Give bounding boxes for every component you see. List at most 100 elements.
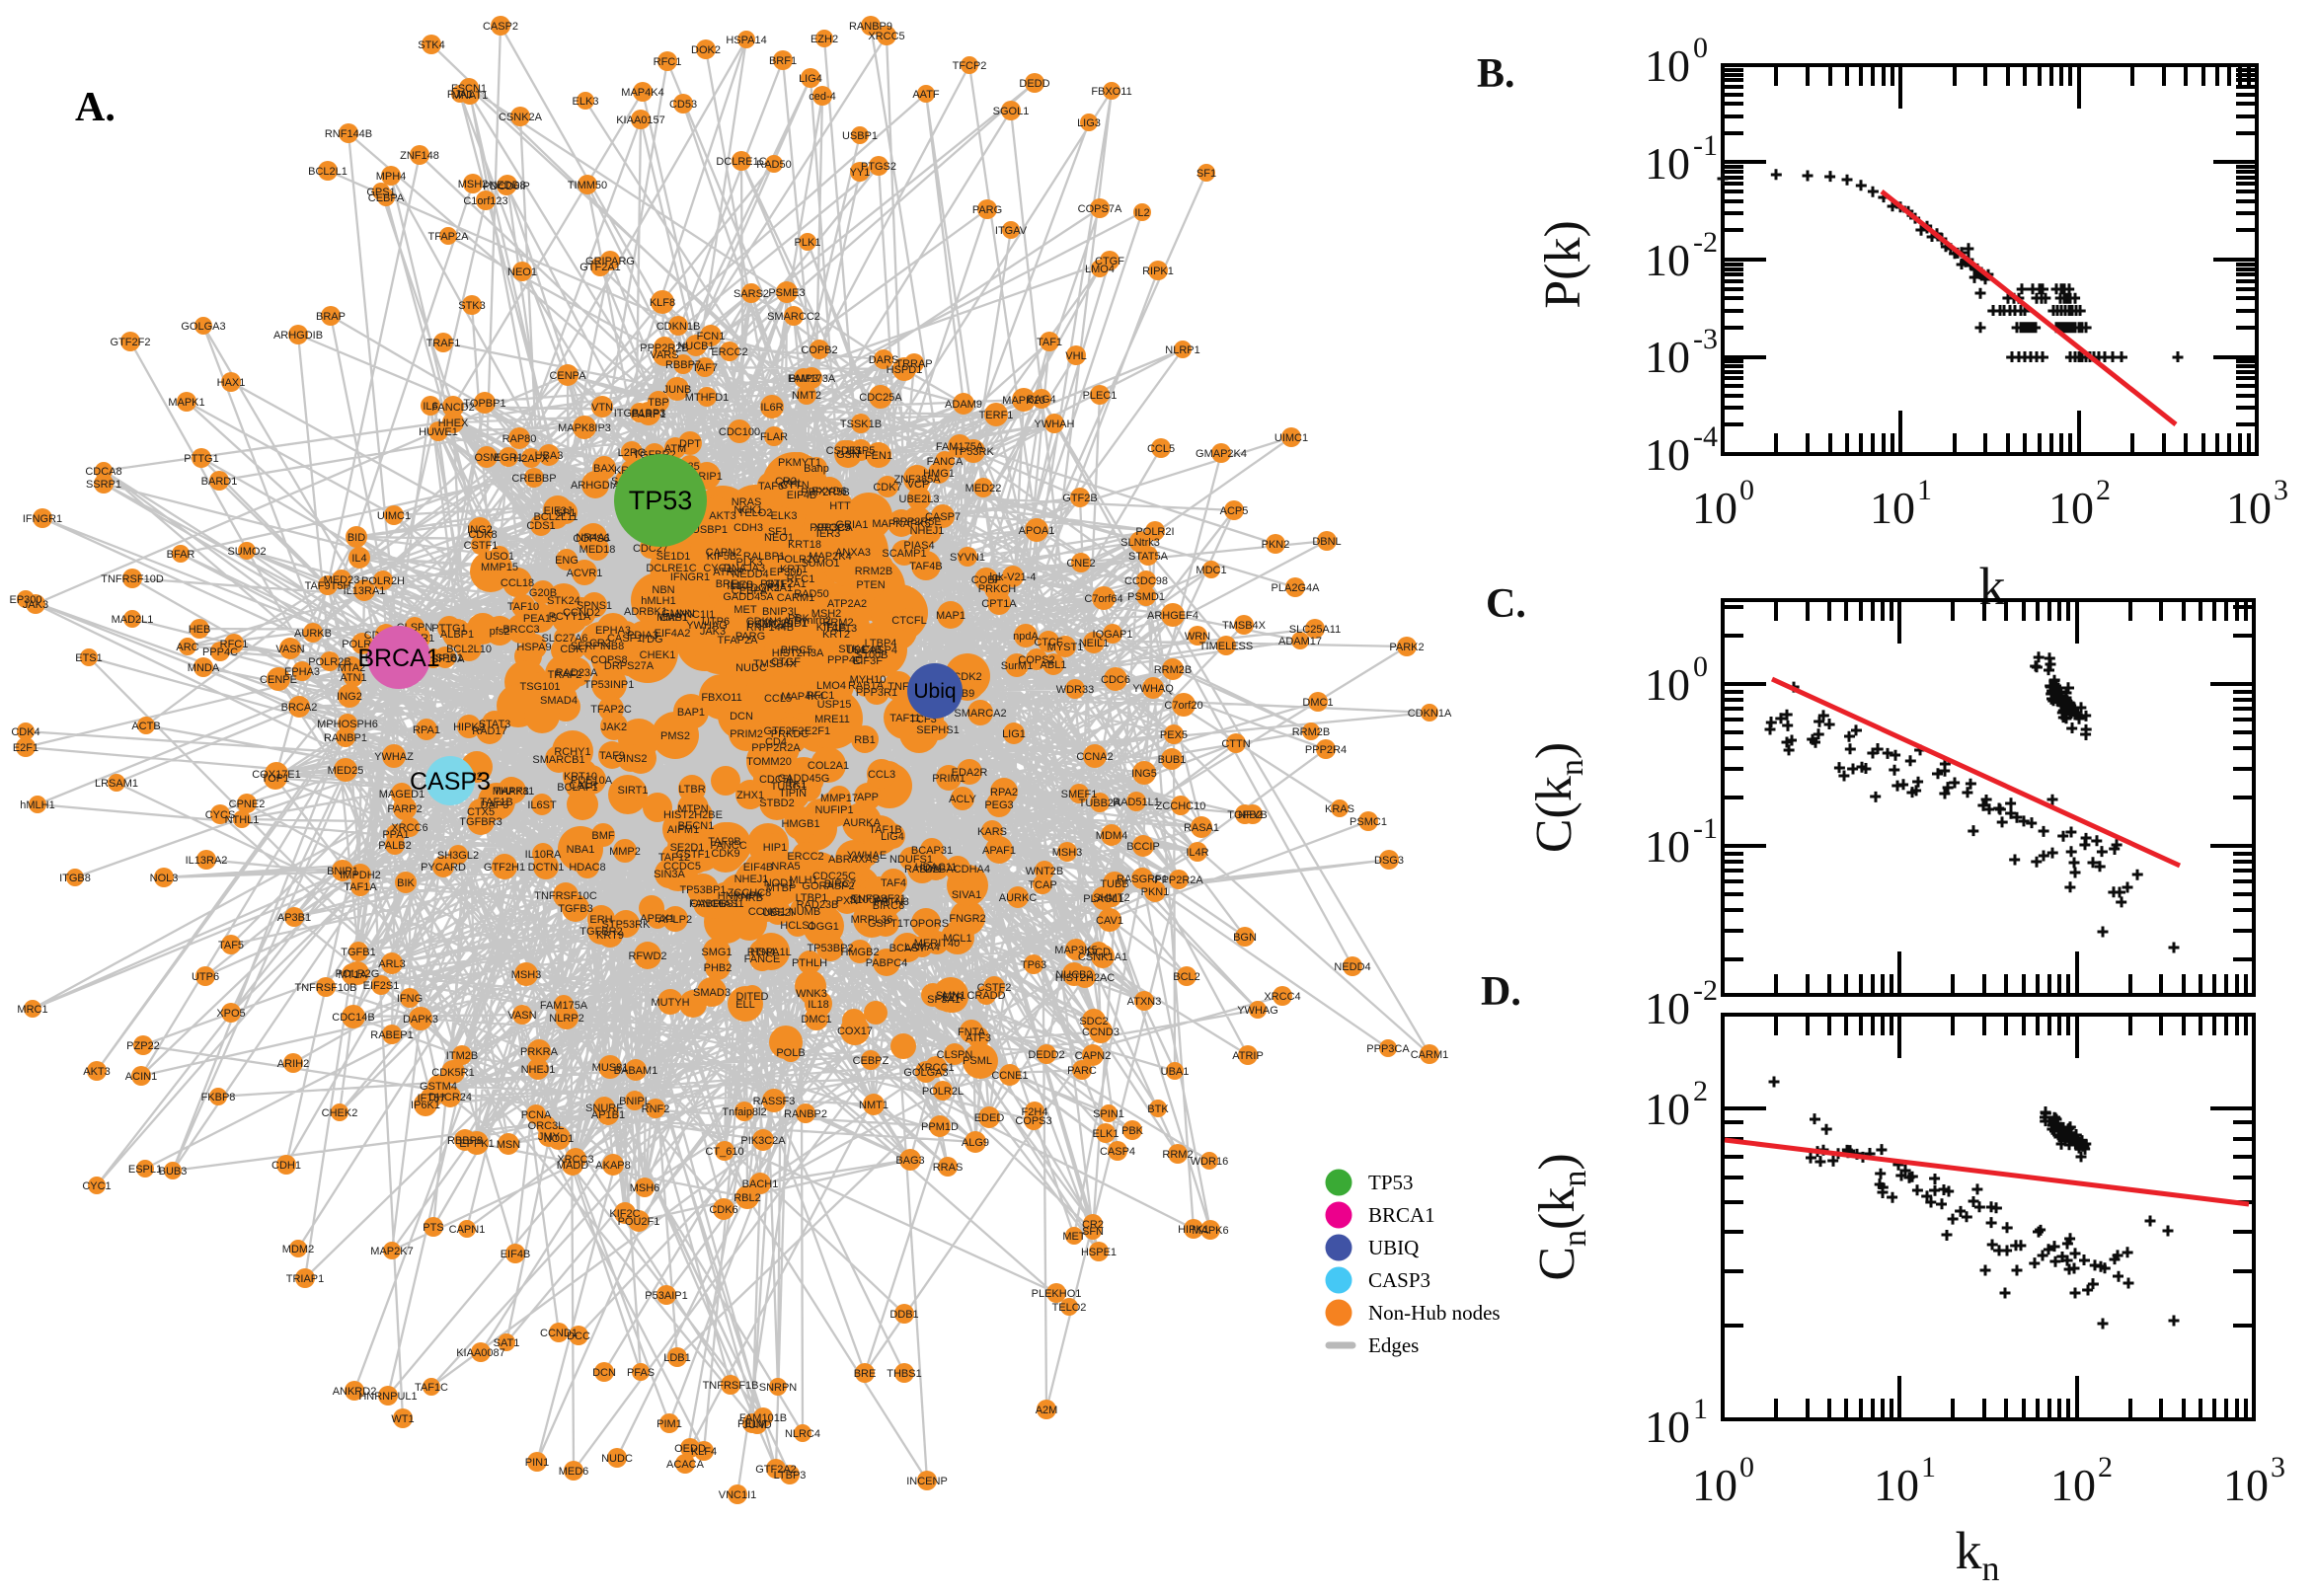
svg-text:MUTYH: MUTYH <box>651 997 689 1009</box>
svg-text:SUMO1: SUMO1 <box>801 558 839 570</box>
svg-text:TAF4B: TAF4B <box>909 561 942 572</box>
svg-text:RRAS: RRAS <box>933 1162 964 1174</box>
svg-text:HSPA9: HSPA9 <box>516 642 551 653</box>
svg-text:-1: -1 <box>1693 812 1718 845</box>
svg-text:TP53: TP53 <box>629 486 693 515</box>
svg-text:GTF2B: GTF2B <box>1062 493 1097 504</box>
svg-text:PRIM2: PRIM2 <box>730 728 763 740</box>
svg-text:C7orf64: C7orf64 <box>1084 593 1122 605</box>
svg-text:AIFM1: AIFM1 <box>667 824 699 836</box>
svg-text:CDC5L: CDC5L <box>759 774 795 786</box>
svg-text:KRT1: KRT1 <box>780 564 808 575</box>
svg-text:DCC: DCC <box>567 1330 590 1342</box>
svg-text:RRM2B: RRM2B <box>855 566 893 577</box>
svg-text:POLR2L: POLR2L <box>922 1086 964 1098</box>
svg-text:COPS7A: COPS7A <box>1078 203 1122 215</box>
svg-text:Tnfaip8l2: Tnfaip8l2 <box>722 1106 766 1118</box>
svg-text:HIPK1: HIPK1 <box>1178 1224 1209 1236</box>
svg-text:EID1: EID1 <box>784 618 808 630</box>
svg-text:3: 3 <box>2274 474 2288 506</box>
svg-text:GTF2F2: GTF2F2 <box>764 725 805 737</box>
svg-text:ZHX1: ZHX1 <box>736 790 764 801</box>
svg-text:PARP1: PARP1 <box>631 409 665 420</box>
svg-text:CCND2: CCND2 <box>563 607 600 619</box>
svg-text:MNAT1: MNAT1 <box>452 90 488 102</box>
svg-text:CCNG1: CCNG1 <box>748 906 787 918</box>
svg-text:Edges: Edges <box>1368 1333 1419 1357</box>
svg-text:TP53: TP53 <box>1368 1171 1414 1194</box>
svg-text:MED18: MED18 <box>579 544 616 556</box>
svg-text:PLEC1: PLEC1 <box>1083 390 1118 402</box>
svg-text:UBA3: UBA3 <box>535 450 564 462</box>
svg-text:OGG1: OGG1 <box>808 921 839 933</box>
svg-text:PTTG1: PTTG1 <box>431 623 466 635</box>
svg-text:STK4: STK4 <box>838 644 866 655</box>
svg-text:LIG3: LIG3 <box>1077 117 1101 129</box>
svg-text:PLK1: PLK1 <box>795 237 821 249</box>
svg-text:EIF3F: EIF3F <box>853 655 883 667</box>
svg-text:CCL5: CCL5 <box>764 693 792 705</box>
svg-text:PARP2: PARP2 <box>387 803 422 815</box>
svg-text:SP1: SP1 <box>556 507 577 519</box>
svg-text:ACIN1: ACIN1 <box>125 1071 157 1083</box>
svg-text:WDR16: WDR16 <box>1191 1156 1229 1168</box>
svg-text:SAT1: SAT1 <box>494 1337 520 1349</box>
svg-text:CSTF1: CSTF1 <box>464 540 499 552</box>
svg-text:TFAP2C: TFAP2C <box>590 704 632 716</box>
svg-text:CASP4: CASP4 <box>862 645 897 656</box>
svg-text:NMT1: NMT1 <box>859 1100 888 1111</box>
svg-text:CYC1: CYC1 <box>703 563 732 574</box>
svg-text:MERIT40: MERIT40 <box>914 938 960 950</box>
svg-text:PFAS: PFAS <box>627 1367 655 1379</box>
svg-text:GOLGA3: GOLGA3 <box>903 1067 948 1079</box>
svg-text:BECN1: BECN1 <box>678 820 715 832</box>
svg-text:BACH1: BACH1 <box>742 1178 779 1190</box>
svg-text:TP63: TP63 <box>1021 959 1046 971</box>
svg-text:L2RG: L2RG <box>618 447 647 459</box>
svg-text:BUB3: BUB3 <box>159 1166 188 1178</box>
svg-text:MLH1: MLH1 <box>789 874 817 886</box>
svg-text:RAB4A: RAB4A <box>904 864 941 875</box>
svg-text:SHMT2: SHMT2 <box>1093 892 1129 904</box>
svg-text:AKT3: AKT3 <box>709 510 736 522</box>
svg-text:IFNG: IFNG <box>397 993 423 1005</box>
svg-text:IL2: IL2 <box>1134 207 1149 219</box>
svg-text:MED25: MED25 <box>328 765 364 777</box>
svg-text:DITED: DITED <box>736 991 769 1003</box>
svg-text:YWHAE: YWHAE <box>847 850 887 862</box>
svg-text:STAT5A: STAT5A <box>1128 551 1169 563</box>
svg-text:KRT10: KRT10 <box>564 771 597 783</box>
svg-text:TAF1A: TAF1A <box>344 881 377 893</box>
svg-text:IFNGR1: IFNGR1 <box>23 513 62 525</box>
svg-text:BAG3: BAG3 <box>895 1155 924 1167</box>
svg-text:SMAD4: SMAD4 <box>540 695 578 707</box>
svg-text:LRSAM1: LRSAM1 <box>95 778 138 790</box>
svg-text:MSH3: MSH3 <box>1052 847 1083 859</box>
svg-text:CDKN1B: CDKN1B <box>656 321 701 333</box>
svg-text:SPNS1: SPNS1 <box>577 600 612 612</box>
svg-text:hMLH1: hMLH1 <box>20 799 54 811</box>
svg-text:SERPINB8: SERPINB8 <box>571 641 624 652</box>
svg-text:GPS1: GPS1 <box>366 187 395 198</box>
svg-text:OEDD: OEDD <box>674 1443 706 1455</box>
svg-text:PRIM1: PRIM1 <box>932 773 965 785</box>
svg-text:EZR: EZR <box>942 992 964 1004</box>
svg-text:CDKN1A: CDKN1A <box>746 616 791 628</box>
svg-text:KIAA0087: KIAA0087 <box>456 1347 505 1359</box>
svg-text:pfs2: pfs2 <box>490 626 510 638</box>
svg-text:CDC6: CDC6 <box>1101 674 1130 686</box>
svg-text:STP53RK: STP53RK <box>602 919 652 931</box>
svg-text:MAP2K4: MAP2K4 <box>809 551 851 563</box>
svg-text:WNK3: WNK3 <box>796 988 827 1000</box>
svg-text:USP15: USP15 <box>817 699 852 711</box>
svg-text:RAB1A: RAB1A <box>848 680 885 692</box>
svg-text:CAPN2: CAPN2 <box>1075 1050 1112 1062</box>
svg-text:SFN: SFN <box>1082 1226 1104 1238</box>
svg-text:MSH6: MSH6 <box>630 1182 660 1194</box>
svg-text:PJA1: PJA1 <box>447 89 473 101</box>
svg-text:DCN: DCN <box>730 711 753 722</box>
svg-text:1: 1 <box>1921 1451 1936 1483</box>
svg-text:MAP3K5: MAP3K5 <box>1054 945 1097 956</box>
svg-text:PRKCH: PRKCH <box>978 583 1017 595</box>
svg-text:FANCA: FANCA <box>927 456 964 468</box>
